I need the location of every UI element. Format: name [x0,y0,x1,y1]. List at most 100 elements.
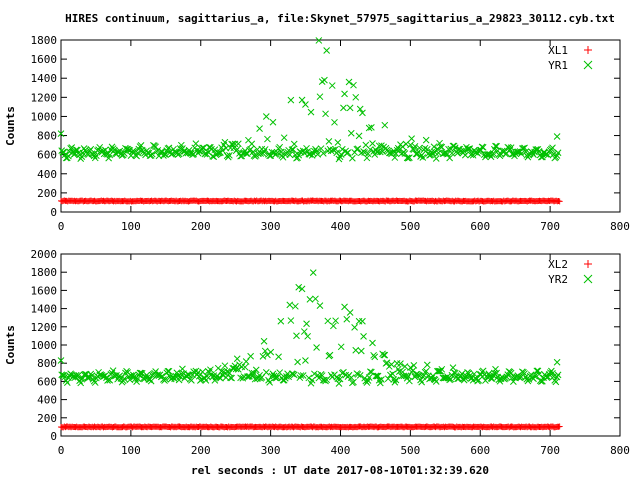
data-point [336,153,344,161]
data-point [247,352,254,360]
data-point [68,144,76,151]
data-point [243,150,251,158]
x-tick-label: 400 [331,220,351,233]
data-point [241,363,249,371]
data-point [325,138,333,145]
data-point [435,367,442,375]
data-point [177,370,185,378]
data-point [461,151,469,159]
data-point [553,373,561,381]
data-point [416,144,423,152]
data-point [401,363,409,370]
data-point [195,372,203,380]
data-point [134,149,142,157]
data-point [262,113,270,120]
data-point [123,145,130,153]
y-tick-label: 200 [37,412,57,425]
data-point [307,108,315,116]
top-panel: 0 200 400 600 800 1000 1200 1400 1600 1800 0 100 200… [4,34,630,233]
y-tick-label: 2000 [31,248,58,261]
y-tick-label: 400 [37,394,57,407]
data-point [510,150,517,158]
data-point [217,374,224,382]
data-point [448,149,456,157]
y-tick-label: 600 [37,149,57,162]
data-point [380,351,388,359]
data-point [292,302,299,310]
x-tick-label: 700 [540,220,560,233]
data-point [337,343,345,351]
data-point [299,372,307,379]
y-tick-label: 1400 [31,72,58,85]
data-point [363,379,371,386]
data-point [119,377,127,385]
data-point [203,372,211,380]
data-point [316,93,324,101]
data-point [352,346,360,354]
data-point [412,370,420,378]
data-point [352,93,360,101]
data-point [316,302,324,309]
data-point [465,145,473,153]
legend-marker [583,60,593,70]
data-point [556,198,563,205]
y-tick-label: 1000 [31,339,58,352]
data-point [371,353,379,361]
data-point [294,358,301,366]
data-point [357,347,365,355]
data-point [321,76,328,84]
data-point [437,367,445,375]
data-point [351,323,358,331]
data-point [90,152,98,160]
data-point [326,351,334,359]
data-point [372,372,380,380]
data-point [77,155,85,162]
data-point [345,78,353,86]
data-point [537,378,545,385]
x-tick-label: 100 [121,444,141,457]
data-point [308,376,316,384]
x-tick-label: 300 [261,444,281,457]
y-tick-label: 1800 [31,34,58,47]
data-point [224,153,232,161]
data-point [315,374,323,382]
data-point [286,151,294,159]
series-XL1 [58,197,563,205]
data-point [535,370,543,378]
data-point [266,379,274,386]
data-point [417,376,424,384]
data-point [381,121,389,129]
legend-marker [583,274,593,284]
data-point [228,374,235,382]
data-point [355,132,363,140]
data-point [354,145,362,153]
data-point [454,149,461,157]
data-point [422,367,430,375]
data-point [147,377,155,385]
y-tick-label: 400 [37,168,57,181]
data-point [423,145,431,153]
data-point [466,145,474,152]
data-point [298,285,306,293]
data-point [91,154,99,162]
data-point [164,367,172,375]
y-tick-label: 600 [37,375,57,388]
data-point [356,105,364,113]
data-point [88,372,96,379]
data-point [233,145,241,153]
legend-label: YR1 [548,59,568,72]
data-point [256,125,263,133]
data-point [314,150,322,158]
data-point [109,367,117,374]
data-point [287,317,295,324]
data-point [489,149,497,157]
data-point [350,81,357,89]
data-point [152,368,159,375]
data-point [262,368,270,376]
data-point [114,148,121,156]
data-point [218,367,225,375]
data-point [131,373,138,381]
data-point [461,374,469,382]
data-point [336,375,344,383]
y-tick-label: 1000 [31,110,58,123]
